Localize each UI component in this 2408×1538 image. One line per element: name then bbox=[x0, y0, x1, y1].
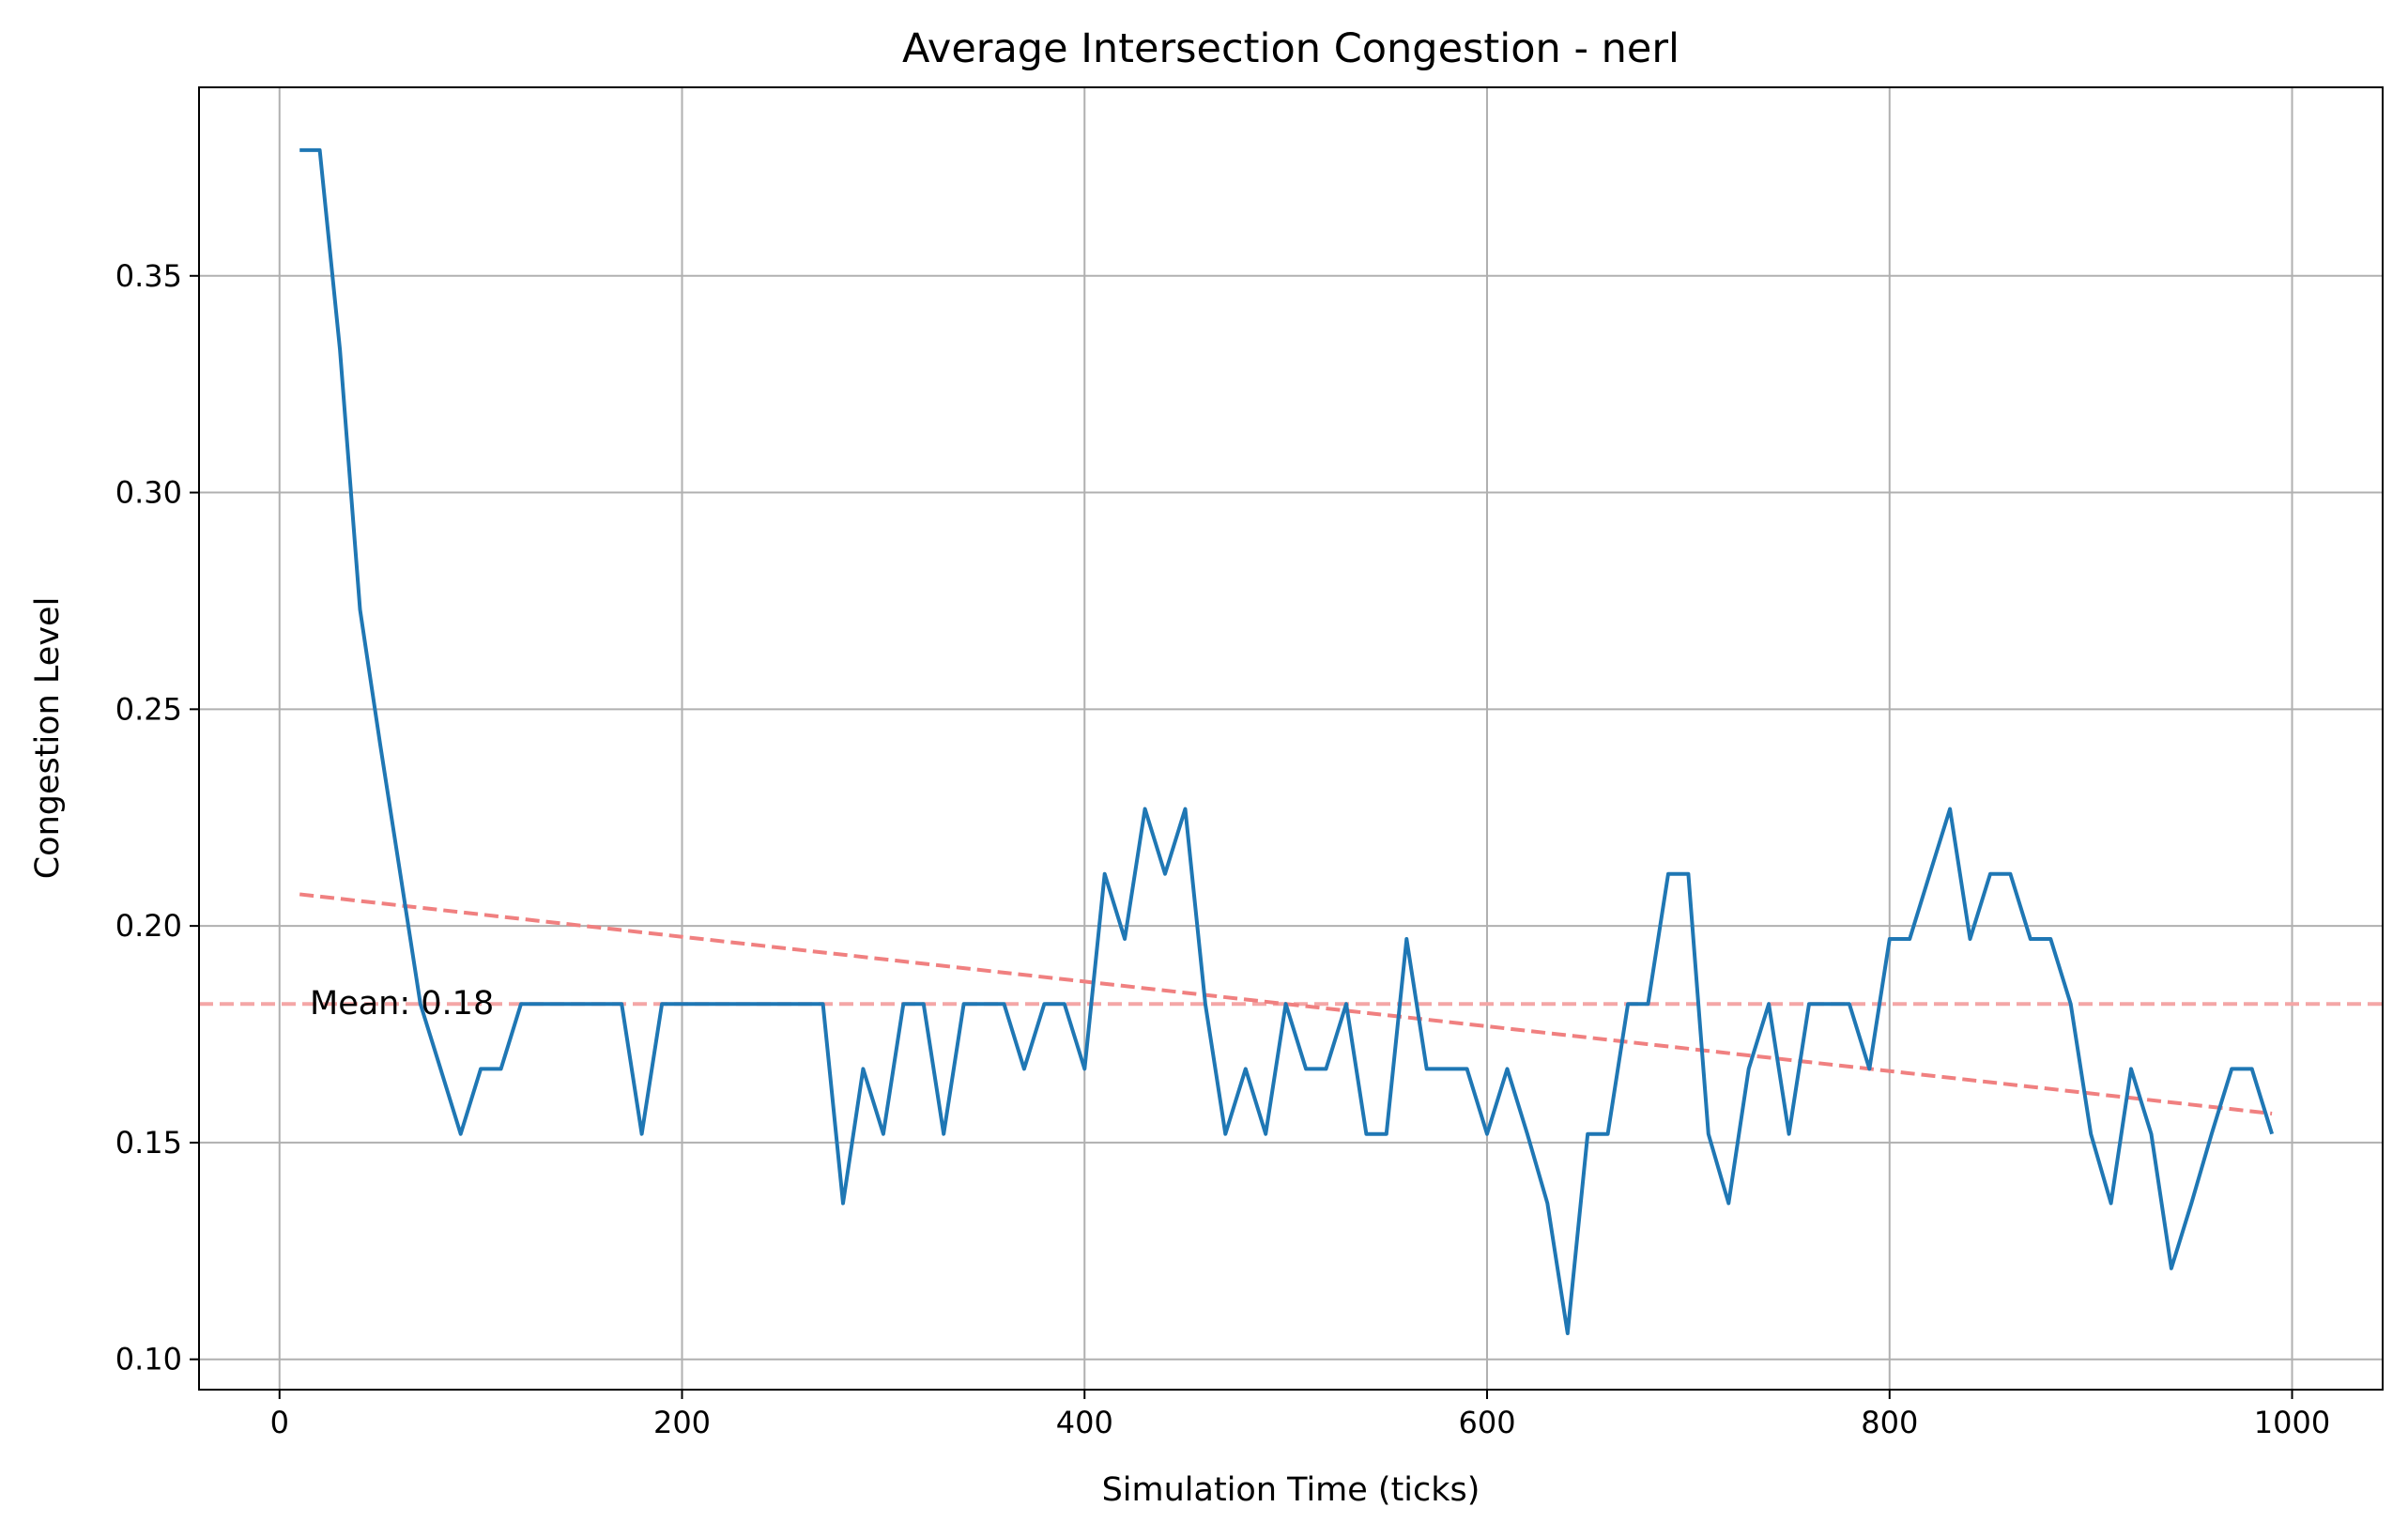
axis-ticks: 0 200 400 600 800 1000 0.10 0.15 0.20 0.25 0.30 0.3… bbox=[115, 258, 2330, 1440]
plot-marks bbox=[199, 147, 2383, 1335]
y-tick-label: 0.10 bbox=[115, 1342, 182, 1377]
y-tick-label: 0.25 bbox=[115, 691, 182, 727]
y-tick-label: 0.35 bbox=[115, 258, 182, 294]
y-axis-label: Congestion Level bbox=[29, 597, 67, 880]
x-tick-label: 800 bbox=[1861, 1405, 1918, 1440]
grid bbox=[199, 87, 2383, 1390]
x-tick-label: 200 bbox=[653, 1405, 711, 1440]
x-tick-label: 600 bbox=[1458, 1405, 1515, 1440]
plot-frame bbox=[198, 86, 2384, 1391]
chart-title: Average Intersection Congestion - nerl bbox=[902, 25, 1679, 72]
series-line bbox=[299, 147, 2275, 1335]
x-tick-label: 0 bbox=[270, 1405, 289, 1440]
x-tick-label: 1000 bbox=[2254, 1405, 2330, 1440]
x-tick-label: 400 bbox=[1056, 1405, 1113, 1440]
x-axis-label: Simulation Time (ticks) bbox=[1102, 1471, 1480, 1509]
y-tick-label: 0.30 bbox=[115, 475, 182, 511]
mean-annotation: Mean: 0.18 bbox=[310, 985, 494, 1023]
y-tick-label: 0.15 bbox=[115, 1125, 182, 1161]
y-tick-label: 0.20 bbox=[115, 908, 182, 944]
